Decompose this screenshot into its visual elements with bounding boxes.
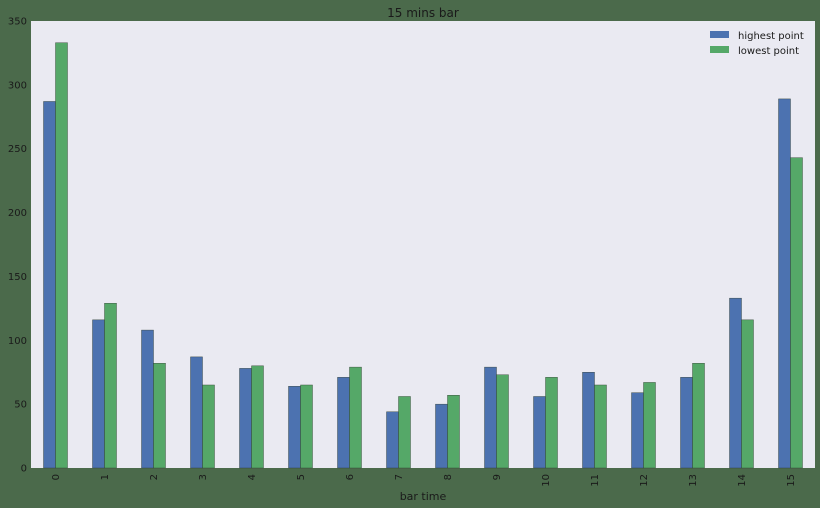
bar-highest-point	[729, 297, 742, 469]
bar-lowest-point	[692, 363, 705, 469]
bar-highest-point	[778, 98, 791, 469]
y-tick-label: 300	[8, 80, 27, 91]
x-tick-label: 8	[443, 474, 454, 480]
x-tick-label: 13	[688, 474, 699, 487]
bar-highest-point	[533, 396, 546, 469]
x-tick-label: 7	[394, 474, 405, 480]
bar-lowest-point	[594, 384, 607, 469]
y-tick-label: 350	[8, 17, 27, 28]
x-axis: 0 1 2 3 4 5 6 7 8 9 10 11 12 13 14 15	[51, 474, 797, 487]
x-tick-label: 14	[737, 474, 748, 487]
x-tick-label: 12	[639, 474, 650, 487]
y-tick-label: 50	[14, 400, 27, 411]
y-tick-label: 0	[21, 464, 27, 475]
bar-highest-point	[239, 368, 252, 469]
bar-lowest-point	[496, 374, 509, 469]
x-tick-label: 6	[345, 474, 356, 480]
bar-highest-point	[288, 386, 301, 469]
bar-highest-point	[484, 366, 497, 469]
bar-lowest-point	[643, 382, 656, 469]
bar-highest-point	[43, 101, 56, 469]
bar-lowest-point	[447, 395, 460, 469]
x-tick-label: 0	[51, 474, 62, 480]
bar-highest-point	[386, 411, 399, 469]
chart-title: 15 mins bar	[387, 6, 459, 20]
bar-lowest-point	[104, 303, 117, 469]
y-tick-label: 100	[8, 336, 27, 347]
bar-highest-point	[631, 392, 644, 469]
x-axis-label: bar time	[400, 490, 447, 503]
bar-lowest-point	[790, 157, 803, 469]
bar-highest-point	[190, 356, 203, 469]
bar-lowest-point	[300, 384, 313, 469]
x-tick-label: 1	[100, 474, 111, 480]
bar-lowest-point	[545, 377, 558, 469]
x-tick-label: 15	[786, 474, 797, 487]
bar-highest-point	[92, 319, 105, 469]
x-tick-label: 10	[541, 474, 552, 487]
legend-swatch-highest	[710, 31, 729, 38]
bar-highest-point	[435, 403, 448, 469]
x-tick-label: 2	[149, 474, 160, 480]
bar-lowest-point	[55, 42, 68, 469]
y-tick-label: 150	[8, 272, 27, 283]
bar-highest-point	[582, 372, 595, 469]
bar-lowest-point	[251, 365, 264, 469]
y-axis: 0 50 100 150 200 250 300 350	[8, 17, 27, 475]
legend-label-highest: highest point	[738, 31, 804, 42]
bar-lowest-point	[349, 366, 362, 469]
bar-highest-point	[141, 329, 154, 469]
x-tick-label: 11	[590, 474, 601, 487]
bar-lowest-point	[202, 384, 215, 469]
x-tick-label: 5	[296, 474, 307, 480]
bar-highest-point	[337, 377, 350, 469]
x-tick-label: 4	[247, 474, 258, 480]
bar-lowest-point	[153, 363, 166, 469]
x-tick-label: 3	[198, 474, 209, 480]
bar-lowest-point	[741, 319, 754, 469]
x-tick-label: 9	[492, 474, 503, 480]
bar-highest-point	[680, 377, 693, 469]
legend: highest point lowest point	[710, 31, 804, 57]
legend-swatch-lowest	[710, 46, 729, 53]
y-tick-label: 200	[8, 208, 27, 219]
y-tick-label: 250	[8, 144, 27, 155]
bars-group	[43, 42, 803, 469]
bar-lowest-point	[398, 396, 411, 469]
legend-label-lowest: lowest point	[738, 46, 799, 57]
